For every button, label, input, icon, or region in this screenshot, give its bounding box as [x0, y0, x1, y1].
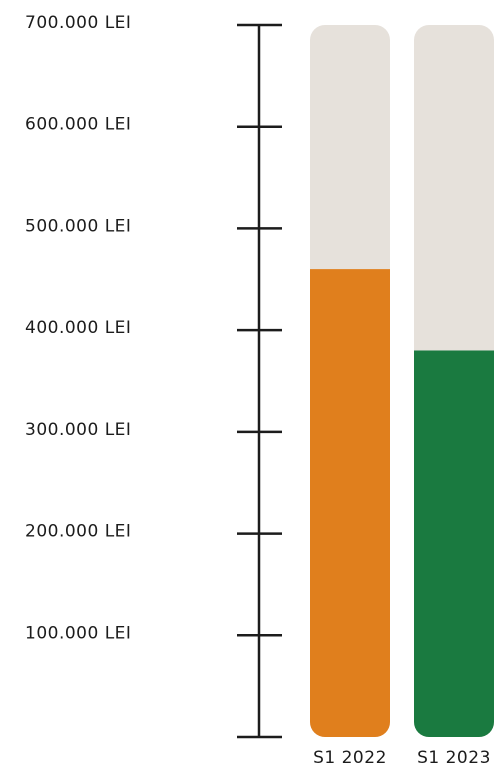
- y-tick-label: 700.000 LEI: [25, 13, 131, 33]
- y-tick-label: 500.000 LEI: [25, 216, 131, 236]
- x-tick-label: S1 2022: [313, 748, 387, 768]
- y-tick-label: 300.000 LEI: [25, 420, 131, 440]
- y-tick-label: 200.000 LEI: [25, 522, 131, 542]
- bar: [310, 269, 390, 737]
- y-tick-label: 400.000 LEI: [25, 318, 131, 338]
- x-tick-label: S1 2023: [417, 748, 491, 768]
- bar: [414, 350, 494, 737]
- y-tick-label: 100.000 LEI: [25, 623, 131, 643]
- y-tick-label: 600.000 LEI: [25, 115, 131, 135]
